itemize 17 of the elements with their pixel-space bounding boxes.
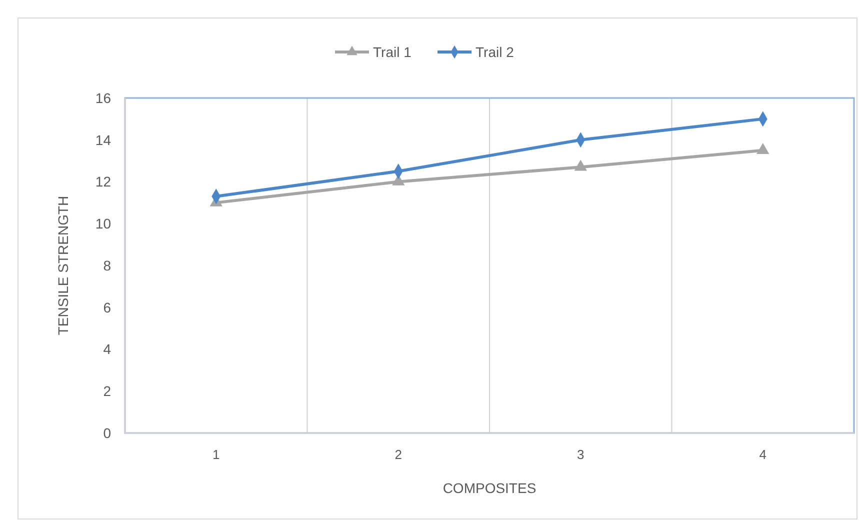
x-tick-label: 3 — [577, 447, 584, 462]
y-tick-label: 0 — [103, 424, 112, 441]
y-tick-label: 12 — [95, 174, 112, 190]
x-tick-label: 1 — [212, 447, 220, 462]
y-axis-title: TENSILE STRENGTH — [55, 196, 71, 336]
y-tick-label: 2 — [103, 383, 112, 400]
y-tick-label: 14 — [95, 132, 112, 148]
y-tick-label: 6 — [103, 299, 112, 316]
y-tick-label: 8 — [103, 257, 112, 274]
legend-label: Trail 2 — [476, 44, 514, 60]
x-tick-label: 4 — [759, 447, 766, 462]
y-tick-label: 10 — [95, 216, 112, 232]
x-axis-title: COMPOSITES — [442, 480, 536, 496]
legend-label: Trail 1 — [373, 44, 412, 60]
y-tick-label: 16 — [95, 90, 112, 106]
x-tick-label: 2 — [394, 447, 402, 462]
y-tick-label: 4 — [103, 341, 112, 358]
